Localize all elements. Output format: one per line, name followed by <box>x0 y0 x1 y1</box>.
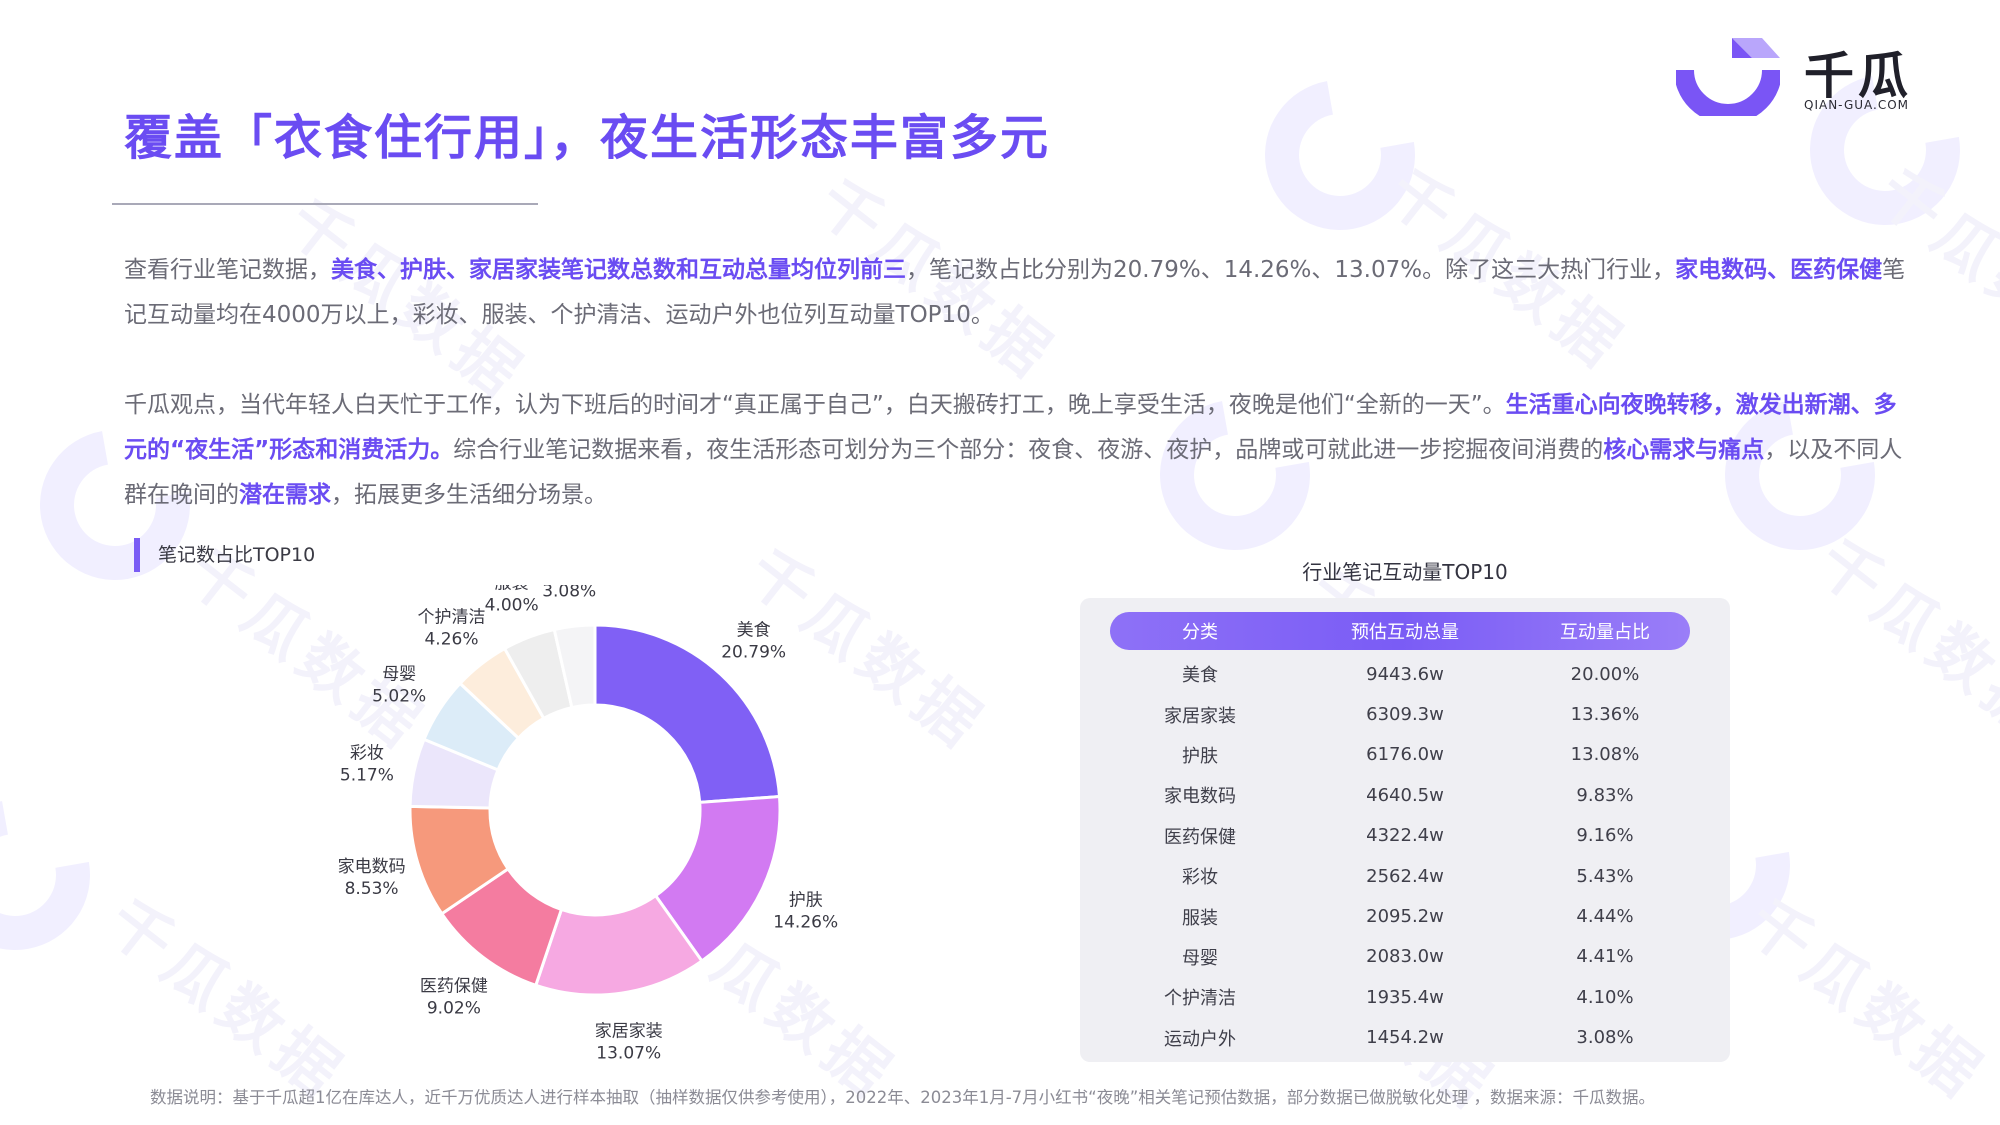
slice-category-label: 医药保健 <box>420 976 488 996</box>
page-title: 覆盖「衣食住行用」，夜生活形态丰富多元 <box>124 110 1051 166</box>
slice-value-label: 5.17% <box>340 765 394 785</box>
body-text: 综合行业笔记数据来看，夜生活形态可划分为三个部分：夜食、夜游、夜护，品牌或可就此… <box>453 437 1604 463</box>
table-row: 美食 9443.6w 20.00% <box>1110 654 1690 694</box>
table-row: 运动户外 1454.2w 3.08% <box>1110 1018 1690 1058</box>
table-cell-category: 护肤 <box>1182 745 1218 767</box>
slice-value-label: 4.26% <box>424 629 478 649</box>
table-cell-share: 13.08% <box>1570 744 1640 766</box>
table-header: 分类 预估互动总量 互动量占比 <box>1110 612 1690 650</box>
table-cell-share: 20.00% <box>1570 663 1640 685</box>
table-header-total: 预估互动总量 <box>1351 622 1459 643</box>
summary-paragraph: 查看行业笔记数据，美食、护肤、家居家装笔记数总数和互动总量均位列前三，笔记数占比… <box>124 248 1909 338</box>
table-cell-category: 母婴 <box>1182 947 1218 969</box>
table-row: 医药保健 4322.4w 9.16% <box>1110 816 1690 856</box>
table-row: 家电数码 4640.5w 9.83% <box>1110 775 1690 815</box>
table-cell-category: 家居家装 <box>1164 705 1236 727</box>
slice-value-label: 3.08% <box>542 585 596 601</box>
donut-chart: 美食 20.79% 护肤 14.26% 家居家装 13.07% 医药保健 9.02% 家电数码 8… <box>290 585 950 1085</box>
body-text: 千瓜观点，当代年轻人白天忙于工作，认为下班后的时间才“真正属于自己”，白天搬砖打… <box>124 392 1506 418</box>
slice-category-label: 母婴 <box>382 665 416 685</box>
brand-name: 千瓜 <box>1804 47 1912 105</box>
highlight-text: 家电数码、医药保健 <box>1675 257 1883 283</box>
donut-slice <box>593 623 782 804</box>
table-row: 彩妆 2562.4w 5.43% <box>1110 856 1690 896</box>
body-text: 查看行业笔记数据， <box>124 257 331 283</box>
table-cell-category: 运动户外 <box>1164 1028 1236 1050</box>
table-cell-category: 医药保健 <box>1164 826 1236 848</box>
table-cell-share: 9.83% <box>1576 784 1634 806</box>
table-body: 美食 9443.6w 20.00% 家居家装 6309.3w 13.36% 护肤 6176.0… <box>1110 654 1690 1058</box>
watermark-text: 千瓜数据 <box>1803 524 2000 755</box>
body-text: 笔记互动量均在4000万以上，彩妆、服装、个护清洁、运动户外也位列互动量TOP1… <box>124 257 1906 328</box>
watermark-logo-icon <box>0 770 120 980</box>
table-row: 家居家装 6309.3w 13.36% <box>1110 694 1690 734</box>
data-source-note: 数据说明：基于千瓜超1亿在库达人，近千万优质达人进行样本抽取（抽样数据仅供参考使… <box>150 1088 1656 1107</box>
table-cell-total: 4640.5w <box>1366 784 1444 806</box>
table-row: 服装 2095.2w 4.44% <box>1110 896 1690 936</box>
brand-domain: QIAN-GUA.COM <box>1804 98 1910 112</box>
table-cell-category: 个护清洁 <box>1164 988 1236 1010</box>
title-divider <box>112 203 538 205</box>
table-row: 护肤 6176.0w 13.08% <box>1110 735 1690 775</box>
insight-paragraph: 千瓜观点，当代年轻人白天忙于工作，认为下班后的时间才“真正属于自己”，白天搬砖打… <box>124 383 1909 518</box>
slice-value-label: 14.26% <box>773 912 838 932</box>
highlight-text: 潜在需求 <box>239 482 331 508</box>
table-cell-total: 1454.2w <box>1366 1027 1444 1049</box>
watermark-logo-icon <box>1235 50 1445 260</box>
table-cell-total: 4322.4w <box>1366 825 1444 847</box>
body-text: ，笔记数占比分别为20.79%、14.26%、13.07%。除了这三大热门行业， <box>906 257 1676 283</box>
table-cell-category: 服装 <box>1182 907 1218 929</box>
qiangua-logo-icon <box>1676 38 1780 116</box>
table-cell-share: 9.16% <box>1576 825 1634 847</box>
table-cell-total: 2095.2w <box>1366 906 1444 928</box>
table-row: 个护清洁 1935.4w 4.10% <box>1110 977 1690 1017</box>
table-cell-category: 美食 <box>1182 665 1218 687</box>
table-cell-total: 2562.4w <box>1366 865 1444 887</box>
slice-value-label: 5.02% <box>372 687 426 707</box>
table-cell-category: 家电数码 <box>1164 786 1236 808</box>
table-cell-total: 1935.4w <box>1366 986 1444 1008</box>
slice-value-label: 4.00% <box>485 595 539 615</box>
table-cell-total: 9443.6w <box>1366 663 1444 685</box>
body-text: ，以及不同人群在晚间的 <box>124 437 1903 508</box>
highlight-text: 美食、护肤、家居家装笔记数总数和互动总量均位列前三 <box>331 257 906 283</box>
table-cell-total: 6176.0w <box>1366 744 1444 766</box>
slice-category-label: 服装 <box>495 585 529 593</box>
slice-value-label: 8.53% <box>345 879 399 899</box>
slice-value-label: 13.07% <box>596 1044 661 1064</box>
table-header-category: 分类 <box>1182 622 1218 643</box>
body-text: ，拓展更多生活细分场景。 <box>331 482 607 508</box>
brand-logo: 千瓜 QIAN-GUA.COM <box>1676 36 1916 116</box>
table-row: 母婴 2083.0w 4.41% <box>1110 937 1690 977</box>
table-cell-share: 5.43% <box>1576 865 1634 887</box>
table-header-share: 互动量占比 <box>1560 622 1650 643</box>
slice-category-label: 护肤 <box>789 890 823 910</box>
slice-category-label: 彩妆 <box>350 743 384 763</box>
watermark-text: 千瓜数据 <box>1733 884 2000 1115</box>
table-cell-share: 4.41% <box>1576 946 1634 968</box>
slice-value-label: 9.02% <box>427 998 481 1018</box>
slice-category-label: 家居家装 <box>595 1022 663 1042</box>
slice-category-label: 美食 <box>737 620 771 640</box>
table-cell-share: 4.44% <box>1576 906 1634 928</box>
donut-chart-title: 笔记数占比TOP10 <box>134 538 315 572</box>
table-cell-total: 2083.0w <box>1366 946 1444 968</box>
highlight-text: 生活重心向夜晚转移，激发出新潮、多元的“夜生活”形态和消费活力。 <box>124 392 1897 463</box>
table-cell-share: 4.10% <box>1576 986 1634 1008</box>
table-title: 行业笔记互动量TOP10 <box>1302 560 1508 584</box>
slice-category-label: 家电数码 <box>338 857 406 877</box>
table-cell-share: 13.36% <box>1570 704 1640 726</box>
table-cell-category: 彩妆 <box>1182 867 1218 889</box>
slice-category-label: 个护清洁 <box>417 607 485 627</box>
slice-value-label: 20.79% <box>721 642 786 662</box>
table-cell-share: 3.08% <box>1576 1027 1634 1049</box>
donut-slice <box>552 623 597 710</box>
highlight-text: 核心需求与痛点 <box>1603 437 1765 463</box>
table-cell-total: 6309.3w <box>1366 704 1444 726</box>
interaction-table: 分类 预估互动总量 互动量占比 美食 9443.6w 20.00% 家居家装 6309.… <box>1080 598 1730 1062</box>
